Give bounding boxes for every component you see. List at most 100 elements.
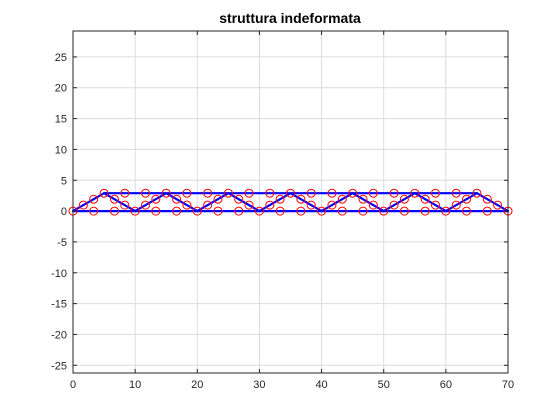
node-marker <box>99 188 109 198</box>
x-tick-label: 50 <box>378 379 390 391</box>
truss-member-line <box>258 192 292 213</box>
y-tick-label: -20 <box>51 329 67 341</box>
node-marker <box>151 206 161 216</box>
node-marker <box>441 206 451 216</box>
node-marker <box>306 188 316 198</box>
node-marker <box>296 194 306 204</box>
x-tick-label: 60 <box>440 379 452 391</box>
node-marker <box>462 194 472 204</box>
node-marker <box>109 206 119 216</box>
y-tick-label: 5 <box>61 175 67 187</box>
node-marker <box>306 200 316 210</box>
node-marker <box>296 206 306 216</box>
node-marker <box>141 200 151 210</box>
node-marker <box>141 188 151 198</box>
node-marker <box>130 206 140 216</box>
node-marker <box>109 194 119 204</box>
node-marker <box>389 188 399 198</box>
node-marker <box>317 206 327 216</box>
node-marker <box>379 206 389 216</box>
x-tick-label: 20 <box>191 379 203 391</box>
x-tick-label: 10 <box>129 379 141 391</box>
truss-nodes <box>68 188 513 216</box>
node-marker <box>120 200 130 210</box>
node-marker <box>275 206 285 216</box>
node-marker <box>399 206 409 216</box>
node-marker <box>420 206 430 216</box>
node-marker <box>275 194 285 204</box>
node-marker <box>482 206 492 216</box>
truss-member-line <box>351 192 385 213</box>
grid-layer <box>72 31 509 373</box>
node-marker <box>182 200 192 210</box>
node-marker <box>337 206 347 216</box>
truss-member-line <box>134 192 168 213</box>
node-marker <box>203 188 213 198</box>
node-marker <box>244 200 254 210</box>
node-marker <box>78 200 88 210</box>
truss-member-line <box>196 192 230 213</box>
node-marker <box>389 200 399 210</box>
node-marker <box>348 188 358 198</box>
y-tick-label: 20 <box>55 83 67 95</box>
x-tick-label: 40 <box>315 379 327 391</box>
node-marker <box>172 194 182 204</box>
node-marker <box>89 194 99 204</box>
truss-member-line <box>382 192 416 213</box>
node-marker <box>410 188 420 198</box>
node-marker <box>327 188 337 198</box>
y-tick-label: 15 <box>55 114 67 126</box>
node-marker <box>192 206 202 216</box>
truss-member-line <box>289 192 323 213</box>
truss-member-line <box>413 192 447 213</box>
truss-member-line <box>475 192 510 213</box>
x-tick-label: 0 <box>70 379 76 391</box>
y-tick-label: 0 <box>61 206 67 218</box>
node-marker <box>234 194 244 204</box>
node-marker <box>213 194 223 204</box>
x-tick-label: 70 <box>502 379 514 391</box>
truss-member-line <box>71 192 106 213</box>
axes-frame <box>72 30 509 374</box>
node-marker <box>358 206 368 216</box>
y-tick-labels: -25 -20 -15 -10 -5 0 5 10 15 20 25 <box>51 52 67 372</box>
node-marker <box>420 194 430 204</box>
node-marker <box>161 188 171 198</box>
axes-box <box>72 30 509 374</box>
y-tick-label: -5 <box>57 237 67 249</box>
node-marker <box>451 188 461 198</box>
node-marker <box>89 206 99 216</box>
node-marker <box>172 206 182 216</box>
chart-title: struttura indeformata <box>219 10 361 26</box>
y-tick-label: -25 <box>51 360 67 372</box>
node-marker <box>120 188 130 198</box>
node-marker <box>223 188 233 198</box>
y-tick-label: 10 <box>55 144 67 156</box>
node-marker <box>430 200 440 210</box>
truss-member-line <box>444 192 479 213</box>
node-marker <box>337 194 347 204</box>
node-marker <box>482 194 492 204</box>
node-marker <box>254 206 264 216</box>
truss-member-line <box>320 192 354 213</box>
x-tick-labels: 0 10 20 30 40 50 60 70 <box>70 379 514 391</box>
node-marker <box>182 188 192 198</box>
node-marker <box>327 200 337 210</box>
node-marker <box>151 194 161 204</box>
truss-member-line <box>227 192 261 213</box>
node-marker <box>265 188 275 198</box>
truss-member-line <box>102 192 137 213</box>
node-marker <box>358 194 368 204</box>
node-marker <box>493 200 503 210</box>
node-marker <box>244 188 254 198</box>
node-marker <box>430 188 440 198</box>
node-marker <box>265 200 275 210</box>
y-tick-label: -15 <box>51 299 67 311</box>
node-marker <box>234 206 244 216</box>
node-marker <box>213 206 223 216</box>
node-marker <box>368 200 378 210</box>
node-marker <box>368 188 378 198</box>
node-marker <box>462 206 472 216</box>
